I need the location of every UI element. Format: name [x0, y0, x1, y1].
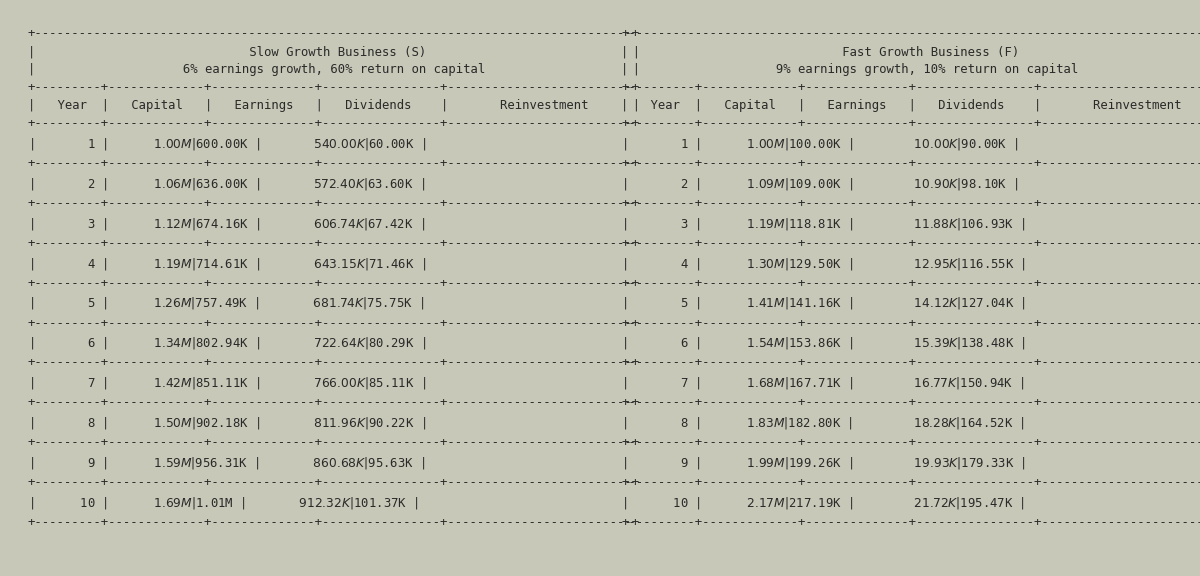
Text: +-------------------------------------------------------------------------------: +---------------------------------------… [622, 27, 1200, 529]
Text: +-------------------------------------------------------------------------------: +---------------------------------------… [28, 27, 640, 529]
